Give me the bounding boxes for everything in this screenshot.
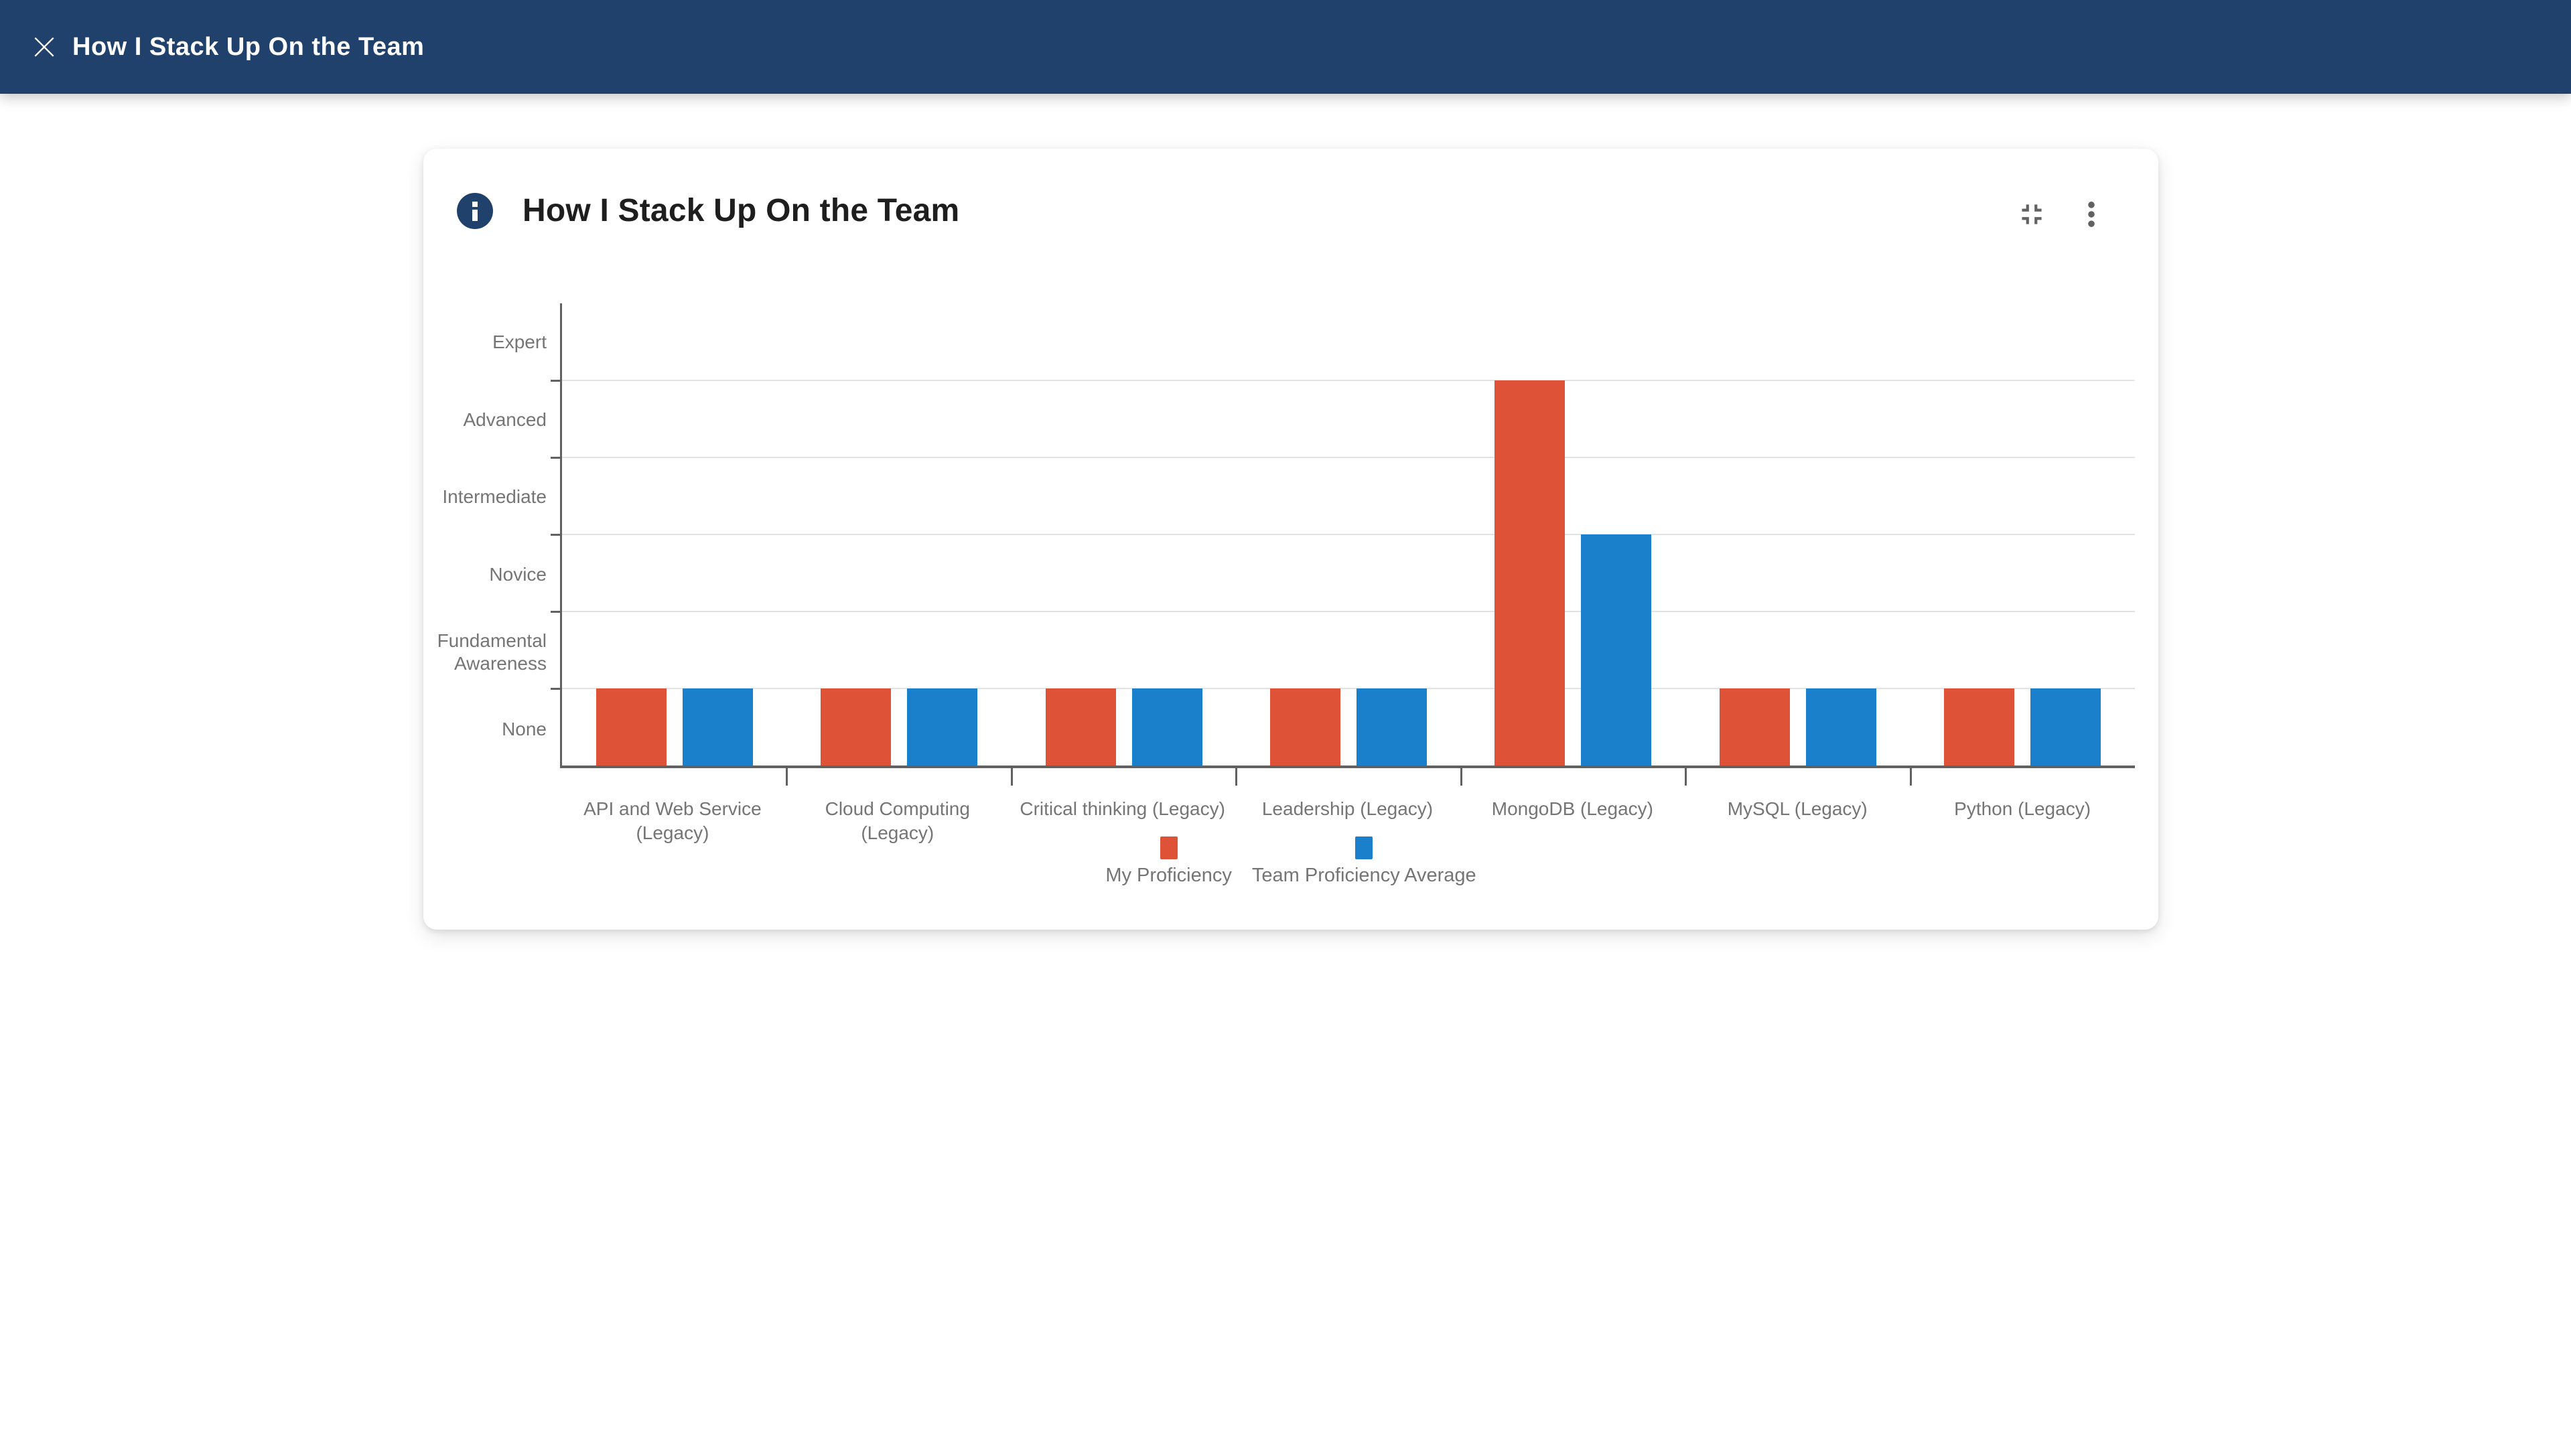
- gridline: [562, 379, 2135, 381]
- x-axis-tick: [1909, 768, 1912, 786]
- y-axis-label: Novice: [489, 563, 547, 585]
- bar-team-proficiency-average[interactable]: [1581, 534, 1652, 766]
- legend-swatch: [1355, 836, 1373, 859]
- collapse-icon: [2022, 204, 2042, 224]
- category-group: [1012, 303, 1236, 766]
- gridline: [562, 456, 2135, 458]
- gridline: [562, 534, 2135, 535]
- y-axis-label: Expert: [492, 331, 547, 352]
- x-axis-tick: [1460, 768, 1462, 786]
- bar-my-proficiency[interactable]: [821, 688, 892, 766]
- bar-team-proficiency-average[interactable]: [1131, 688, 1202, 766]
- x-axis-label: API and Web Service (Legacy): [583, 798, 762, 843]
- x-axis-tick: [786, 768, 788, 786]
- bar-team-proficiency-average[interactable]: [1356, 688, 1427, 766]
- legend-label: My Proficiency: [1105, 865, 1232, 886]
- bar-team-proficiency-average[interactable]: [682, 688, 753, 766]
- y-axis-label: Fundamental Awareness: [437, 630, 547, 674]
- chart-card: How I Stack Up On the Team Expert Advance…: [423, 149, 2158, 930]
- y-axis-tick: [551, 379, 560, 382]
- close-x-icon: [34, 37, 54, 57]
- bar-my-proficiency[interactable]: [1045, 688, 1116, 766]
- bar-team-proficiency-average[interactable]: [2030, 688, 2101, 766]
- app-header: How I Stack Up On the Team: [0, 0, 2571, 94]
- y-axis-labels: Expert Advanced Intermediate Novice Fundamen…: [423, 303, 548, 768]
- x-axis-label: MongoDB (Legacy): [1491, 798, 1653, 819]
- x-axis-label: Python (Legacy): [1954, 798, 2091, 819]
- y-axis-label: Intermediate: [442, 486, 547, 508]
- category-group: [786, 303, 1011, 766]
- x-axis-tick: [1010, 768, 1013, 786]
- chart-plot-area: [551, 303, 2135, 786]
- y-axis-label: None: [502, 719, 547, 740]
- collapse-button[interactable]: [2013, 196, 2051, 233]
- category-group: [562, 303, 786, 766]
- legend-item[interactable]: My Proficiency: [1105, 836, 1232, 887]
- category-group: [1685, 303, 1910, 766]
- bar-my-proficiency[interactable]: [1719, 688, 1790, 766]
- category-group: [1910, 303, 2135, 766]
- x-axis-labels: API and Web Service (Legacy) Cloud Comput…: [560, 797, 2135, 845]
- y-axis-label: Advanced: [463, 409, 547, 430]
- x-axis-label: MySQL (Legacy): [1727, 798, 1868, 819]
- kebab-menu-icon: [2088, 202, 2095, 227]
- bar-my-proficiency[interactable]: [1495, 380, 1566, 766]
- y-axis-tick: [551, 688, 560, 690]
- card-title: How I Stack Up On the Team: [523, 193, 960, 228]
- category-group: [1236, 303, 1460, 766]
- info-icon: [457, 193, 493, 229]
- bar-team-proficiency-average[interactable]: [1805, 688, 1876, 766]
- chart-legend: My Proficiency Team Proficiency Average: [423, 836, 2158, 887]
- y-axis-tick: [551, 534, 560, 536]
- x-axis-tick: [1235, 768, 1238, 786]
- modal-title: How I Stack Up On the Team: [72, 32, 425, 61]
- legend-item[interactable]: Team Proficiency Average: [1252, 836, 1476, 887]
- bar-team-proficiency-average[interactable]: [907, 688, 978, 766]
- x-axis-label: Cloud Computing (Legacy): [825, 798, 970, 843]
- close-button[interactable]: [0, 0, 59, 94]
- y-axis-tick: [551, 610, 560, 613]
- bar-my-proficiency[interactable]: [1269, 688, 1340, 766]
- x-axis-tick: [1685, 768, 1687, 786]
- bar-my-proficiency[interactable]: [1944, 688, 2015, 766]
- gridline: [562, 688, 2135, 689]
- category-group: [1461, 303, 1685, 766]
- info-button[interactable]: [457, 193, 493, 229]
- x-axis-label: Leadership (Legacy): [1261, 798, 1434, 819]
- legend-label: Team Proficiency Average: [1251, 865, 1476, 886]
- bar-my-proficiency[interactable]: [596, 688, 667, 766]
- y-axis-tick: [551, 456, 560, 459]
- more-options-button[interactable]: [2073, 196, 2110, 233]
- gridline: [562, 610, 2135, 612]
- legend-swatch: [1160, 836, 1178, 859]
- x-axis-label: Critical thinking (Legacy): [1020, 798, 1225, 819]
